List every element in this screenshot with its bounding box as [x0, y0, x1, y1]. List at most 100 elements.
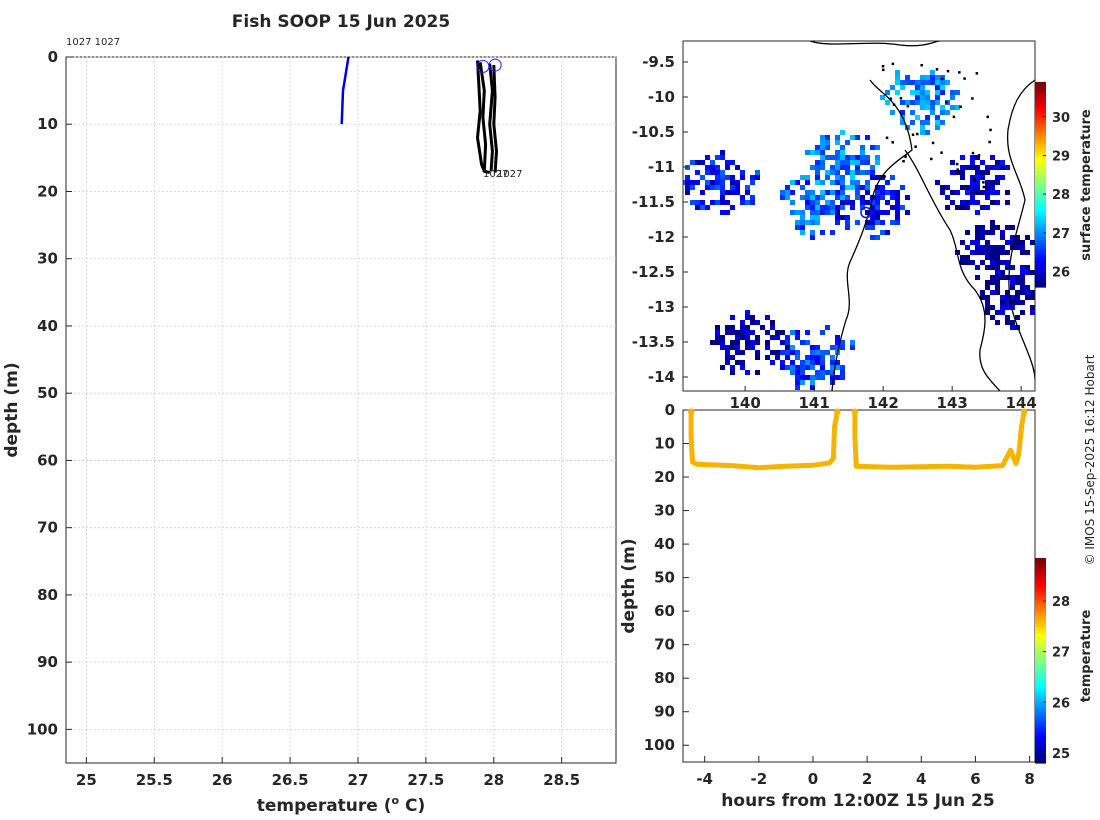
map-pixel	[920, 105, 925, 110]
map-pixel	[840, 180, 845, 185]
map-pixel	[795, 180, 800, 185]
depth-time-colorbar-segment	[1035, 616, 1046, 621]
map-island	[881, 68, 885, 72]
map-pixel	[1020, 285, 1025, 290]
map-pixel	[895, 75, 900, 80]
map-pixel	[935, 80, 940, 85]
profile-x-axis-label: temperature (o C)	[257, 794, 426, 816]
map-pixel	[925, 95, 930, 100]
map-pixel	[1010, 300, 1015, 305]
map-colorbar-segment	[1035, 228, 1046, 233]
map-colorbar-segment	[1035, 153, 1046, 158]
map-colorbar-segment	[1035, 136, 1046, 141]
map-pixel	[1030, 270, 1035, 275]
map-pixel	[995, 160, 1000, 165]
map-pixel	[880, 185, 885, 190]
map-pixel	[710, 340, 715, 345]
map-pixel	[710, 185, 715, 190]
map-pixel	[805, 205, 810, 210]
map-pixel	[815, 175, 820, 180]
map-pixel	[930, 100, 935, 105]
map-pixel	[780, 190, 785, 195]
map-pixel	[840, 145, 845, 150]
map-pixel	[990, 245, 995, 250]
map-pixel	[810, 350, 815, 355]
map-pixel	[730, 190, 735, 195]
map-pixel	[990, 255, 995, 260]
map-temperature-pixels	[683, 70, 1040, 390]
map-pixel	[730, 180, 735, 185]
map-pixel	[1025, 235, 1030, 240]
map-pixel	[935, 115, 940, 120]
map-pixel	[930, 70, 935, 75]
map-pixel	[905, 195, 910, 200]
map-pixel	[710, 165, 715, 170]
map-colorbar-segment	[1035, 143, 1046, 148]
map-pixel	[995, 165, 1000, 170]
map-pixel	[830, 165, 835, 170]
map-pixel	[780, 350, 785, 355]
map-colorbar-segment	[1035, 174, 1046, 179]
map-pixel	[1010, 265, 1015, 270]
map-pixel	[745, 330, 750, 335]
map-island	[916, 132, 919, 136]
map-pixel	[955, 170, 960, 175]
depth-time-x-ticks: -4 -2 0 2 4 6 8	[696, 756, 1035, 788]
map-pixel	[990, 220, 995, 225]
map-pixel	[790, 210, 795, 215]
map-pixel	[805, 360, 810, 365]
map-pixel	[1000, 230, 1005, 235]
map-island	[891, 62, 895, 66]
map-pixel	[890, 175, 895, 180]
map-pixel	[1030, 290, 1035, 295]
depth-time-colorbar-segment	[1035, 725, 1046, 730]
map-pixel	[940, 90, 945, 95]
map-y-tick-label: -11.5	[632, 193, 675, 211]
map-pixel	[820, 350, 825, 355]
depth-time-colorbar-segment	[1035, 739, 1046, 744]
map-pixel	[810, 215, 815, 220]
map-pixel	[930, 105, 935, 110]
map-pixel	[850, 175, 855, 180]
map-pixel	[1035, 305, 1040, 310]
map-pixel	[730, 175, 735, 180]
map-pixel	[1020, 300, 1025, 305]
map-pixel	[805, 355, 810, 360]
map-pixel	[1015, 295, 1020, 300]
map-pixel	[995, 190, 1000, 195]
map-pixel	[875, 175, 880, 180]
map-pixel	[715, 200, 720, 205]
profile-y-tick-label: 60	[37, 451, 58, 469]
map-pixel	[780, 330, 785, 335]
map-pixel	[875, 235, 880, 240]
map-pixel	[740, 200, 745, 205]
map-pixel	[700, 205, 705, 210]
map-pixel	[740, 330, 745, 335]
map-pixel	[980, 250, 985, 255]
map-colorbar-segment	[1035, 85, 1046, 90]
map-pixel	[790, 180, 795, 185]
map-pixel	[995, 250, 1000, 255]
map-pixel	[700, 190, 705, 195]
map-pixel	[805, 200, 810, 205]
map-pixel	[1020, 265, 1025, 270]
map-island	[972, 177, 976, 181]
map-colorbar-segment	[1035, 276, 1046, 281]
map-island	[892, 103, 896, 106]
map-pixel	[865, 210, 870, 215]
map-pixel	[1010, 295, 1015, 300]
map-colorbar-segment	[1035, 92, 1046, 97]
map-pixel	[710, 200, 715, 205]
map-pixel	[810, 190, 815, 195]
map-pixel	[865, 190, 870, 195]
map-pixel	[995, 255, 1000, 260]
map-pixel	[690, 180, 695, 185]
map-pixel	[940, 80, 945, 85]
map-island	[977, 154, 981, 157]
map-pixel	[755, 320, 760, 325]
depth-time-colorbar-segment	[1035, 694, 1046, 699]
map-pixel	[715, 325, 720, 330]
map-pixel	[990, 305, 995, 310]
map-pixel	[985, 240, 990, 245]
depth-time-colorbar-segment	[1035, 588, 1046, 593]
